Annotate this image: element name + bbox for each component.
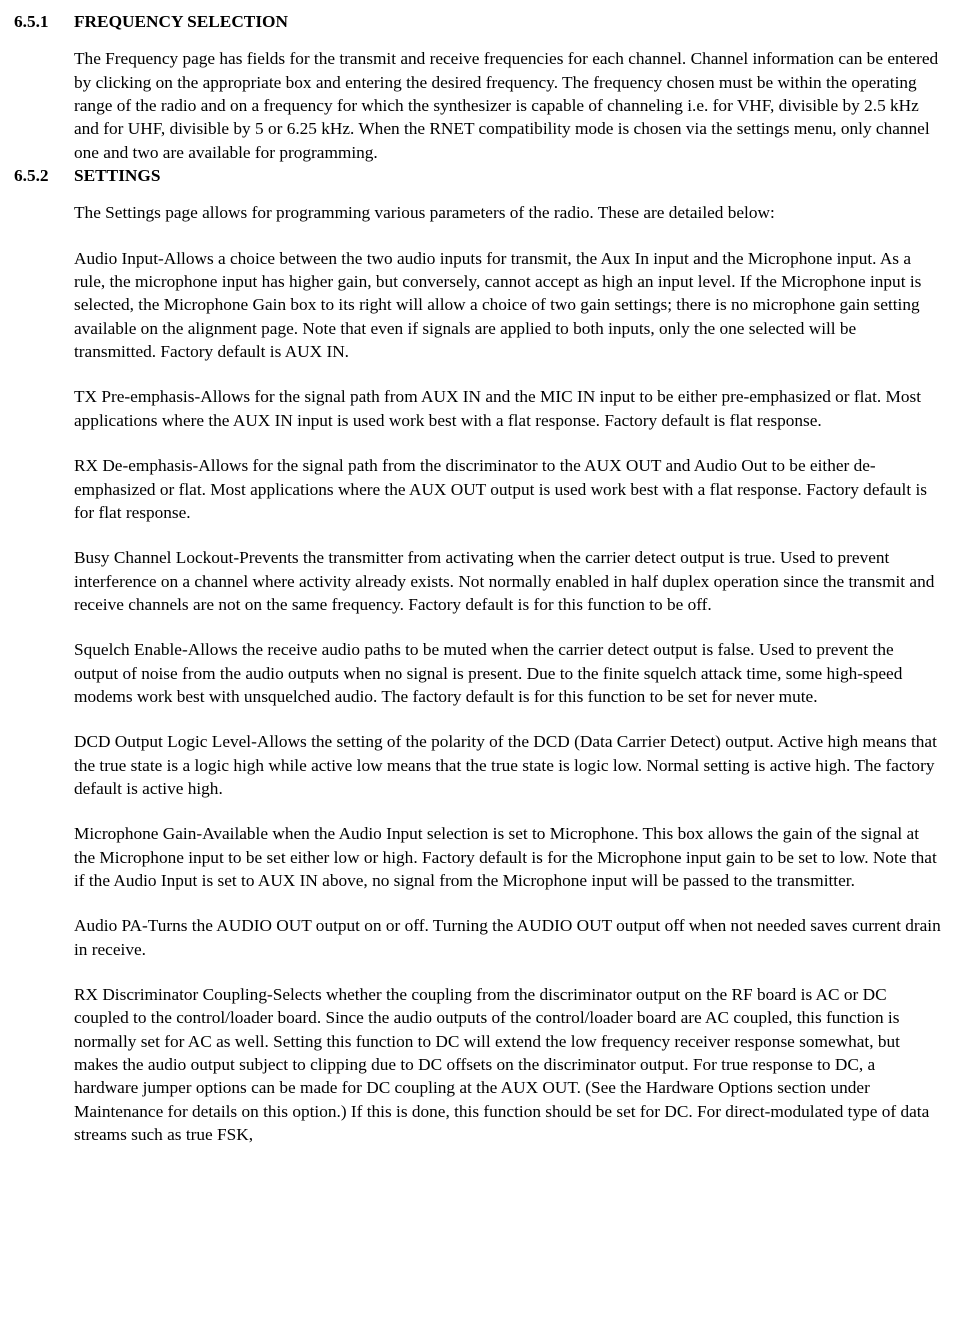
section-body-651: The Frequency page has fields for the tr… [74,47,941,164]
paragraph: DCD Output Logic Level-Allows the settin… [74,730,941,800]
paragraph: The Frequency page has fields for the tr… [74,47,941,164]
section-title: FREQUENCY SELECTION [74,10,288,33]
section-number: 6.5.1 [14,10,74,33]
section-number: 6.5.2 [14,164,74,187]
paragraph: RX Discriminator Coupling-Selects whethe… [74,983,941,1146]
section-heading-651: 6.5.1 FREQUENCY SELECTION [14,10,941,33]
paragraph: The Settings page allows for programming… [74,201,941,224]
paragraph: Microphone Gain-Available when the Audio… [74,822,941,892]
paragraph: TX Pre-emphasis-Allows for the signal pa… [74,385,941,432]
section-body-652: The Settings page allows for programming… [74,201,941,1146]
document-page: 6.5.1 FREQUENCY SELECTION The Frequency … [0,0,971,1166]
section-title: SETTINGS [74,164,160,187]
paragraph: RX De-emphasis-Allows for the signal pat… [74,454,941,524]
section-heading-652: 6.5.2 SETTINGS [14,164,941,187]
paragraph: Audio Input-Allows a choice between the … [74,247,941,364]
paragraph: Audio PA-Turns the AUDIO OUT output on o… [74,914,941,961]
paragraph: Busy Channel Lockout-Prevents the transm… [74,546,941,616]
paragraph: Squelch Enable-Allows the receive audio … [74,638,941,708]
